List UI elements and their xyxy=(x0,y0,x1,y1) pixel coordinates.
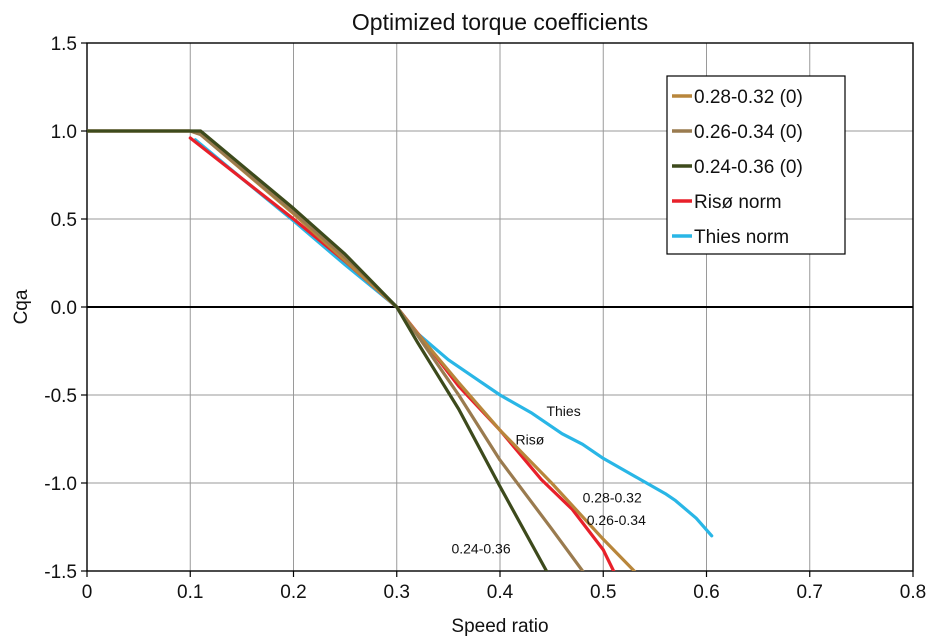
x-tick-label: 0.8 xyxy=(900,582,926,603)
x-tick-label: 0.4 xyxy=(487,582,514,603)
x-tick-label: 0.5 xyxy=(590,582,616,603)
y-tick-label: 1.5 xyxy=(51,34,77,55)
y-tick-label: -1.0 xyxy=(44,474,77,495)
legend-label: Risø norm xyxy=(694,192,782,213)
chart-title: Optimized torque coefficients xyxy=(352,9,648,35)
x-tick-label: 0.6 xyxy=(693,582,719,603)
y-tick-label: 1.0 xyxy=(51,122,77,143)
legend-label: 0.28-0.32 (0) xyxy=(694,87,803,108)
legend-box xyxy=(666,75,846,255)
y-axis-label: Cqa xyxy=(11,289,32,324)
annotation-label: 0.24-0.36 xyxy=(451,540,510,556)
series-line-2 xyxy=(87,129,549,571)
legend-label: 0.26-0.34 (0) xyxy=(694,122,803,143)
y-tick-labels: 1.5 1.0 0.5 0.0 -0.5 -1.0 -1.5 xyxy=(44,34,77,583)
y-tick-label: 0.0 xyxy=(51,298,77,319)
annotation-label: Risø xyxy=(515,431,544,447)
legend-label: 0.24-0.36 (0) xyxy=(694,157,803,178)
annotation-label: 0.28-0.32 xyxy=(583,489,642,505)
axes xyxy=(81,42,914,577)
x-tick-label: 0 xyxy=(82,582,93,603)
annotation-label: 0.26-0.34 xyxy=(587,512,646,528)
legend-label: Thies norm xyxy=(694,227,789,248)
series xyxy=(87,129,714,571)
annotation-label: Thies xyxy=(546,403,580,419)
series-line-4 xyxy=(193,138,714,538)
y-tick-label: -1.5 xyxy=(44,562,77,583)
y-tick-label: 0.5 xyxy=(51,210,77,231)
x-tick-label: 0.1 xyxy=(177,582,203,603)
legend: 0.28-0.32 (0) 0.26-0.34 (0) 0.24-0.36 (0) R… xyxy=(666,75,846,255)
x-tick-labels: 0 0.1 0.2 0.3 0.4 0.5 0.6 0.7 0.8 xyxy=(82,582,927,603)
x-tick-label: 0.7 xyxy=(797,582,823,603)
x-axis-label: Speed ratio xyxy=(451,616,548,637)
x-tick-label: 0.3 xyxy=(384,582,410,603)
x-tick-label: 0.2 xyxy=(280,582,306,603)
y-tick-label: -0.5 xyxy=(44,386,77,407)
